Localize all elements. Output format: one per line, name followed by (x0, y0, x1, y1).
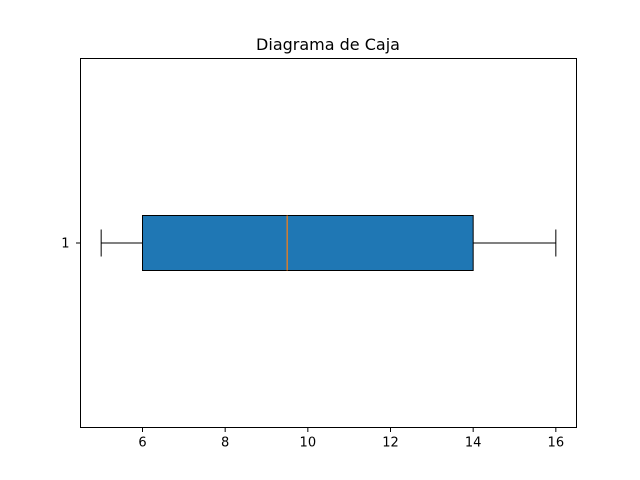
axes-frame (80, 58, 577, 428)
chart-title: Diagrama de Caja (256, 35, 400, 54)
x-tick-label: 12 (382, 436, 399, 451)
x-tick-label: 8 (221, 436, 229, 451)
x-tick-label: 6 (138, 436, 146, 451)
x-tick-label: 14 (465, 436, 482, 451)
box-iqr (142, 215, 474, 271)
y-tick-label: 1 (61, 237, 69, 252)
x-tick-label: 10 (300, 436, 317, 451)
x-tick-label: 16 (548, 436, 565, 451)
plot-area: 6 8 10 12 14 16 1 (61, 215, 565, 451)
